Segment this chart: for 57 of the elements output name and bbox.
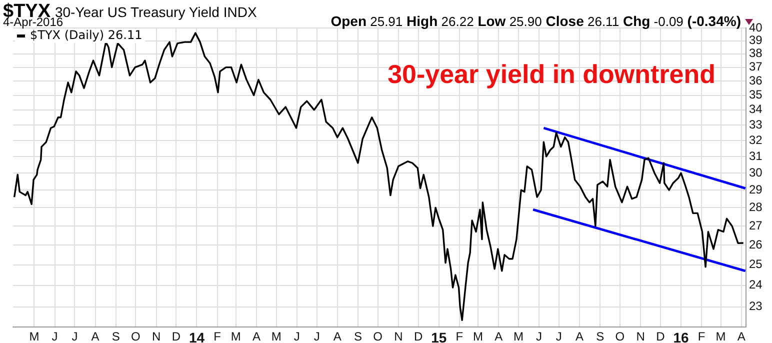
x-tick-label: M — [29, 330, 40, 343]
x-tick-label: F — [456, 330, 464, 343]
x-tick-label: A — [333, 330, 342, 343]
y-tick-label: 40 — [749, 20, 763, 34]
x-tick-label: 16 — [673, 329, 689, 343]
x-tick-label: J — [536, 330, 542, 343]
x-tick-label: S — [354, 330, 362, 343]
x-tick-label: D — [414, 330, 423, 343]
x-tick-label: N — [152, 330, 161, 343]
y-tick-label: 31 — [749, 148, 763, 163]
x-tick-label: N — [394, 330, 403, 343]
y-tick-label: 27 — [749, 218, 763, 232]
x-tick-label: M — [230, 330, 241, 343]
x-tick-label: F — [214, 330, 221, 343]
x-tick-label: J — [294, 330, 300, 343]
x-tick-label: N — [636, 330, 645, 343]
x-tick-label: J — [72, 330, 78, 343]
x-tick-label: D — [656, 330, 666, 343]
y-tick-label: 33 — [749, 117, 763, 132]
text: Open 25.91 High 26.22 Low 25.90 Close 26.11 Chg -0.09 (-0.34%) — [330, 13, 741, 29]
x-tick-label: A — [252, 330, 260, 343]
y-tick-label: 35 — [749, 88, 763, 102]
y-tick-label: 26 — [749, 237, 763, 252]
x-tick-label: A — [494, 330, 503, 343]
y-tick-label: 30 — [749, 165, 763, 180]
x-tick-label: M — [716, 330, 726, 343]
y-tick-label: 37 — [749, 60, 763, 74]
y-tick-label: 32 — [749, 132, 763, 147]
x-tick-label: A — [737, 330, 746, 343]
x-tick-label: S — [112, 330, 120, 343]
y-tick-label: 39 — [749, 33, 763, 48]
x-tick-label: M — [513, 330, 524, 343]
x-tick-label: M — [473, 330, 484, 343]
x-tick-label: S — [596, 330, 604, 343]
y-tick-label: 38 — [749, 46, 763, 60]
y-tick-label: 25 — [749, 257, 763, 272]
y-tick-label: 29 — [749, 182, 763, 196]
x-tick-label: A — [91, 330, 100, 343]
y-tick-label: 23 — [749, 299, 763, 314]
x-tick-label: O — [373, 330, 383, 343]
y-tick-label: 28 — [749, 200, 763, 214]
x-tick-label: O — [615, 330, 625, 343]
x-tick-label: 15 — [431, 329, 447, 343]
y-tick-label: 36 — [749, 73, 763, 88]
x-tick-label: A — [575, 330, 584, 343]
x-tick-label: D — [172, 330, 181, 343]
x-tick-label: M — [271, 330, 282, 343]
x-tick-label: 14 — [188, 329, 205, 343]
y-tick-label: 34 — [749, 102, 763, 116]
x-tick-label: O — [131, 330, 140, 343]
x-tick-label: F — [698, 330, 706, 343]
x-tick-label: J — [52, 330, 58, 343]
y-tick-label: 24 — [749, 278, 763, 292]
x-tick-label: J — [314, 330, 320, 343]
annotation: 30-year yield in downtrend — [388, 59, 716, 89]
legend-label: $TYX (Daily) 26.11 — [30, 28, 142, 42]
x-tick-label: J — [556, 330, 562, 343]
